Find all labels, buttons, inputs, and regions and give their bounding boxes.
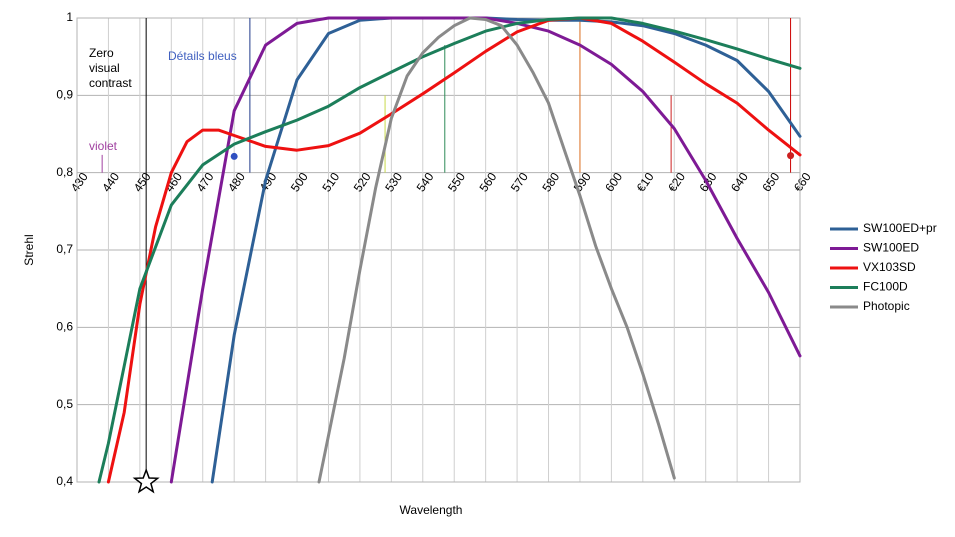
x-tick-label: 480 [225,170,248,195]
y-tick-label: 0,4 [56,474,73,488]
x-tick-label: €20 [665,170,688,195]
legend-label: FC100D [863,280,908,294]
y-tick-label: 0,5 [56,397,73,411]
x-tick-label: €60 [791,170,814,195]
x-tick-label: 440 [99,170,122,195]
y-tick-label: 0,7 [56,242,73,256]
y-tick-label: 0,9 [56,88,73,102]
x-tick-label: 560 [476,170,499,195]
y-tick-label: 1 [66,10,73,24]
x-tick-label: 500 [288,170,311,195]
annotation: contrast [89,76,132,90]
series-line [106,16,802,484]
x-tick-label: 540 [414,170,437,195]
x-tick-label: 570 [508,170,531,195]
x-tick-label: 510 [319,170,342,195]
annotation: Détails bleus [168,49,237,63]
x-tick-label: 600 [602,170,625,195]
legend-label: SW100ED [863,241,919,255]
y-tick-label: 0,6 [56,320,73,334]
x-tick-label: 550 [445,170,468,195]
legend-label: VX103SD [863,260,916,274]
x-tick-label: 450 [131,170,154,195]
legend-label: Photopic [863,299,910,313]
x-tick-label: 640 [728,170,751,195]
series-line [210,16,802,484]
x-tick-label: 650 [759,170,782,195]
x-tick-label: €10 [634,170,657,195]
y-tick-label: 0,8 [56,165,73,179]
annotation: Zero [89,46,114,60]
x-axis-label: Wavelength [400,503,463,517]
x-tick-label: 520 [351,170,374,195]
marker-dot [230,152,238,160]
annotation: visual [89,61,120,75]
marker-star [132,467,160,494]
x-tick-label: 580 [539,170,562,195]
annotation: violet [89,139,118,153]
x-tick-label: 530 [382,170,405,195]
marker-dot [787,152,795,160]
y-axis-label: Strehl [22,234,36,265]
series-line [97,16,802,484]
series-line [317,16,676,484]
legend-label: SW100ED+pr [863,221,937,235]
